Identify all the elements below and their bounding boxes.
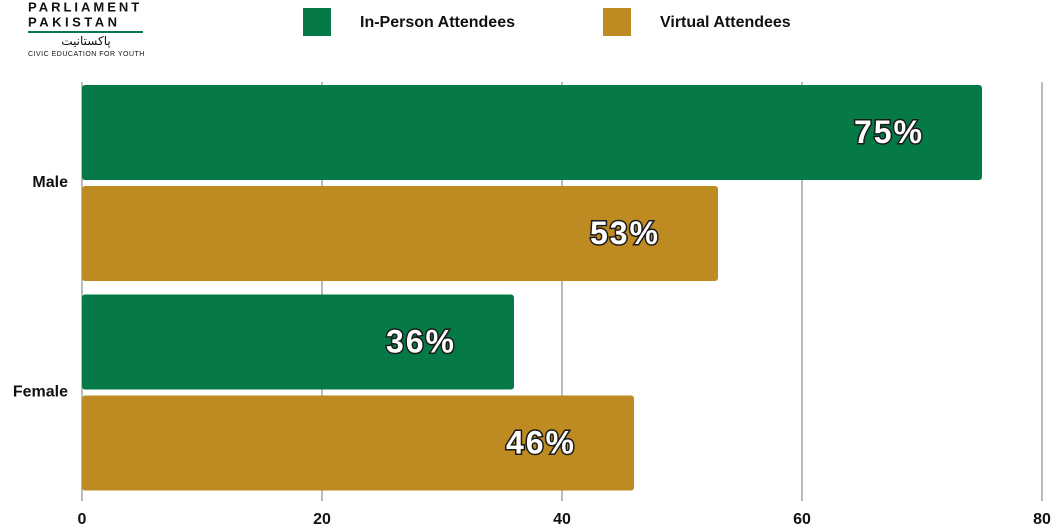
bar xyxy=(82,85,982,180)
value-label: 53% xyxy=(590,215,660,251)
x-tick-label: 60 xyxy=(793,511,811,528)
logo-urdu: پاکستانیت xyxy=(61,34,110,48)
x-tick-label: 40 xyxy=(553,511,571,528)
y-tick-label: Male xyxy=(32,174,68,191)
value-label: 46% xyxy=(506,424,576,460)
legend-swatch xyxy=(603,8,631,36)
legend-label: Virtual Attendees xyxy=(660,14,791,31)
bar xyxy=(82,186,718,281)
logo-tagline: CIVIC EDUCATION FOR YOUTH xyxy=(28,51,145,58)
x-tick-label: 20 xyxy=(313,511,331,528)
bar xyxy=(82,294,514,390)
x-tick-label: 80 xyxy=(1033,511,1051,528)
y-tick-label: Female xyxy=(13,384,68,401)
x-tick-label: 0 xyxy=(78,511,87,528)
value-label: 36% xyxy=(386,323,456,359)
logo-line1: PARLIAMENT xyxy=(28,0,142,14)
value-label: 75% xyxy=(854,114,924,150)
legend-swatch xyxy=(303,8,331,36)
logo: PARLIAMENT PAKISTAN پاکستانیت CIVIC EDUC… xyxy=(28,0,145,58)
legend-label: In-Person Attendees xyxy=(360,14,515,31)
logo-line2: PAKISTAN xyxy=(28,14,121,29)
bar xyxy=(82,395,634,491)
